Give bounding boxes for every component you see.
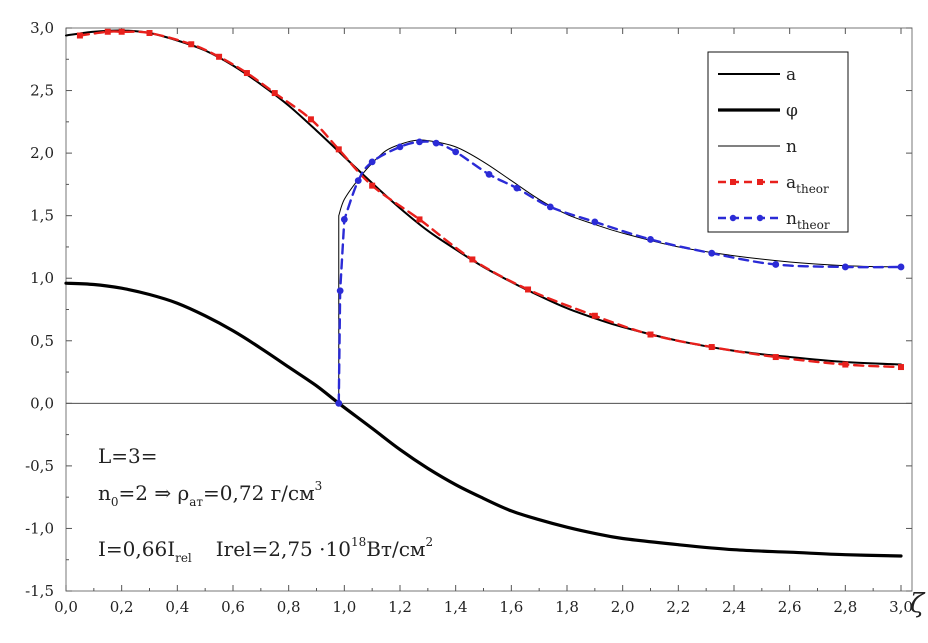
x-tick-label: 1,8 <box>555 598 579 616</box>
x-tick-label: 2,0 <box>611 598 635 616</box>
annotation-intensity: I=0,66Irel Irel=2,75 ·1018Вт/см2 <box>98 535 433 565</box>
data-point-a_theor <box>591 312 598 319</box>
x-tick-label: 0,2 <box>110 598 134 616</box>
data-point-a_theor <box>335 146 342 153</box>
data-point-n_theor <box>897 263 905 271</box>
y-tick-label: 3,0 <box>30 19 54 37</box>
data-point-a_theor <box>772 354 779 361</box>
data-point-a_theor <box>76 32 83 39</box>
data-point-a_theor <box>104 28 111 35</box>
y-tick-label: -1,0 <box>25 519 54 537</box>
legend-label-n: n <box>786 137 797 157</box>
x-tick-label: 3,0 <box>889 598 913 616</box>
x-tick-labels: 0,0 0,2 0,4 0,6 0,8 1,0 1,2 1,4 1,6 1,8 2,0 2,2 2,4 2… <box>54 598 913 616</box>
series-line-n_theor <box>337 140 903 405</box>
data-point-a_theor <box>118 28 125 35</box>
series-line-φ <box>64 281 903 558</box>
x-tick-label: 1,0 <box>332 598 356 616</box>
data-point-a_theor <box>525 286 532 293</box>
data-point-a_theor <box>369 182 376 189</box>
x-tick-label: 0,4 <box>165 598 189 616</box>
legend-label-n_theor: ntheor <box>786 209 830 232</box>
legend-marker <box>729 214 737 222</box>
y-tick-label: 2,0 <box>30 144 54 162</box>
data-point-a_theor <box>146 30 153 37</box>
x-tick-label: 0,6 <box>221 598 245 616</box>
y-tick-label: 2,5 <box>30 82 54 100</box>
data-point-n_theor <box>772 261 780 268</box>
x-tick-label: 2,2 <box>666 598 690 616</box>
annotation-density: n0=2 ⇒ ρат=0,72 г/см3 <box>98 479 322 509</box>
series-line-a <box>65 29 902 366</box>
data-point-a_theor <box>271 90 278 97</box>
data-point-n_theor <box>354 177 362 185</box>
x-tick-label: 2,4 <box>722 598 746 616</box>
y-tick-label: -1,5 <box>25 582 54 600</box>
data-point-n_theor <box>396 143 404 151</box>
data-point-n_theor <box>452 148 460 156</box>
x-axis-label: ζ <box>910 589 926 619</box>
x-tick-label: 2,8 <box>833 598 857 616</box>
data-point-n_theor <box>841 263 849 271</box>
x-tick-label: 0,0 <box>54 598 78 616</box>
data-point-a_theor <box>842 361 849 368</box>
legend-marker <box>757 179 763 185</box>
legend-marker <box>730 179 736 185</box>
data-point-n_theor <box>416 138 423 146</box>
data-point-a_theor <box>243 70 250 77</box>
annotation-length: L=3= <box>98 444 158 468</box>
x-tick-label: 1,4 <box>444 598 468 616</box>
data-point-a_theor <box>708 344 715 351</box>
data-point-n_theor <box>485 170 493 178</box>
y-tick-label: 0,0 <box>30 394 54 412</box>
x-tick-label: 2,6 <box>778 598 802 616</box>
data-point-n_theor <box>708 249 716 257</box>
y-tick-label: -0,5 <box>25 457 54 475</box>
annotations: L=3= n0=2 ⇒ ρат=0,72 г/см3 I=0,66Irel Ire… <box>98 444 433 565</box>
data-point-n_theor <box>432 139 440 147</box>
y-tick-label: 1,5 <box>30 207 54 225</box>
legend-label-φ: φ <box>786 101 798 121</box>
x-tick-label: 1,2 <box>388 598 412 616</box>
data-point-n_theor <box>336 287 344 295</box>
y-tick-label: 1,0 <box>30 269 54 287</box>
y-tick-labels: 3,0 2,5 2,0 1,5 1,0 0,5 0,0 -0,5 -1,0 -1,5 <box>25 19 54 600</box>
data-point-n_theor <box>368 158 376 166</box>
legend-label-a_theor: atheor <box>786 173 829 196</box>
x-tick-label: 0,8 <box>277 598 301 616</box>
data-point-a_theor <box>216 53 223 60</box>
data-point-n_theor <box>340 216 348 223</box>
data-point-n_theor <box>546 203 554 211</box>
data-point-n_theor <box>591 218 599 226</box>
legend-label-a: a <box>786 65 796 85</box>
y-tick-label: 0,5 <box>30 332 54 350</box>
legend: aφn atheor ntheor <box>707 51 849 233</box>
data-point-a_theor <box>647 331 654 338</box>
series-layer <box>64 28 905 558</box>
x-tick-label: 1,6 <box>499 598 523 616</box>
data-point-a_theor <box>469 256 476 263</box>
data-point-a_theor <box>898 364 904 371</box>
data-point-n_theor <box>647 236 654 243</box>
data-point-a_theor <box>307 116 314 123</box>
data-point-n_theor <box>335 399 343 407</box>
data-point-n_theor <box>513 184 521 192</box>
axis-ticks <box>65 27 912 592</box>
data-point-a_theor <box>188 41 195 48</box>
data-point-a_theor <box>416 216 423 223</box>
legend-box <box>707 51 849 233</box>
legend-marker <box>756 214 764 222</box>
